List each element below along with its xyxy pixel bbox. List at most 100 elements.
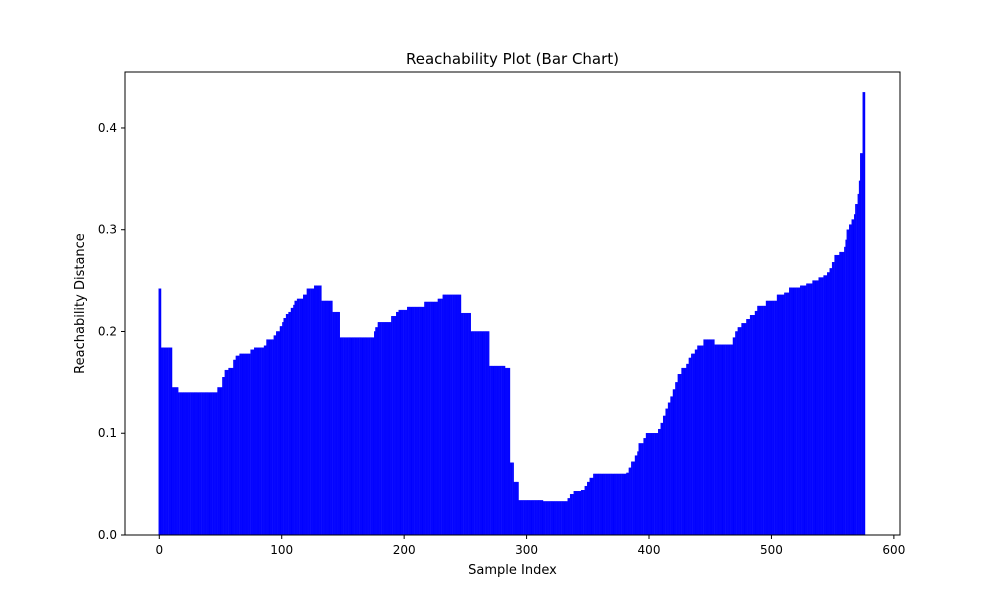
bar	[441, 298, 443, 536]
bar	[587, 481, 589, 536]
bar	[550, 501, 552, 536]
y-axis-label: Reachability Distance	[73, 233, 88, 374]
bar	[741, 323, 743, 536]
bar	[671, 396, 673, 536]
bar	[710, 339, 713, 536]
bar	[276, 331, 278, 536]
bar	[211, 392, 213, 536]
bar	[519, 500, 522, 536]
bar	[299, 298, 301, 536]
bar	[688, 357, 691, 536]
bar	[860, 153, 862, 536]
bar	[245, 353, 247, 536]
bar	[807, 283, 809, 536]
bar	[699, 345, 702, 536]
bar	[421, 306, 424, 536]
bar	[244, 353, 246, 536]
bar	[382, 322, 385, 536]
bar	[675, 382, 677, 536]
bar	[220, 387, 223, 536]
bar	[778, 294, 780, 536]
bar	[715, 344, 718, 536]
bar	[732, 337, 735, 536]
bar	[798, 287, 801, 536]
bar	[764, 305, 767, 536]
bar	[693, 353, 696, 536]
bar	[340, 337, 343, 536]
bar	[266, 339, 268, 536]
bar	[283, 318, 285, 536]
bar	[806, 283, 808, 536]
bar	[700, 345, 703, 536]
bar	[664, 415, 666, 536]
bar	[292, 307, 294, 536]
bar	[816, 280, 818, 536]
bar	[339, 337, 342, 536]
bar	[623, 473, 626, 536]
bar	[769, 300, 771, 536]
bar	[409, 306, 411, 536]
bar	[573, 491, 576, 536]
bar	[238, 355, 240, 536]
bar	[856, 204, 858, 536]
bar	[481, 331, 484, 536]
bar	[814, 280, 817, 536]
bar	[328, 300, 331, 536]
bar	[354, 337, 356, 536]
bar	[321, 300, 323, 536]
bar	[540, 500, 542, 536]
bar	[223, 377, 225, 536]
bar	[364, 337, 366, 536]
bar	[416, 306, 419, 536]
bar	[640, 443, 643, 536]
bar	[636, 455, 638, 536]
bar	[697, 345, 699, 536]
bar	[423, 306, 425, 536]
bar	[819, 277, 822, 536]
bar	[257, 347, 260, 536]
bar	[751, 315, 753, 536]
bar	[494, 365, 496, 536]
bar	[196, 392, 198, 536]
bar	[680, 374, 682, 536]
bar	[530, 500, 533, 536]
x-axis-ticks: 0 100 200 300 400 500 600	[155, 535, 905, 557]
bar	[485, 331, 487, 536]
bar	[404, 309, 407, 536]
bar	[349, 337, 352, 536]
bar	[787, 292, 790, 536]
bar	[370, 337, 372, 536]
bar	[560, 501, 562, 536]
bar	[435, 301, 437, 536]
bar	[858, 180, 861, 536]
bar	[304, 294, 306, 536]
bar	[449, 294, 452, 536]
bar	[833, 262, 835, 536]
bar	[389, 322, 392, 536]
bar	[284, 318, 287, 536]
bar	[861, 153, 863, 536]
bar	[609, 473, 611, 536]
bar	[648, 433, 650, 536]
bar	[687, 363, 689, 536]
bar	[300, 298, 303, 536]
bar	[377, 322, 380, 536]
bar	[569, 494, 572, 536]
bar	[201, 392, 203, 536]
bar	[462, 312, 464, 536]
bar	[228, 367, 230, 536]
bar	[617, 473, 620, 536]
bar	[174, 387, 176, 536]
bar	[714, 344, 716, 536]
bar	[505, 367, 507, 536]
bar	[239, 353, 241, 536]
bar	[743, 323, 746, 536]
bar	[458, 294, 460, 536]
bar	[817, 280, 819, 536]
bar	[451, 294, 453, 536]
bar	[731, 344, 733, 536]
bar	[633, 461, 636, 536]
bar	[686, 363, 688, 536]
bar	[227, 369, 229, 536]
bar	[588, 481, 590, 536]
